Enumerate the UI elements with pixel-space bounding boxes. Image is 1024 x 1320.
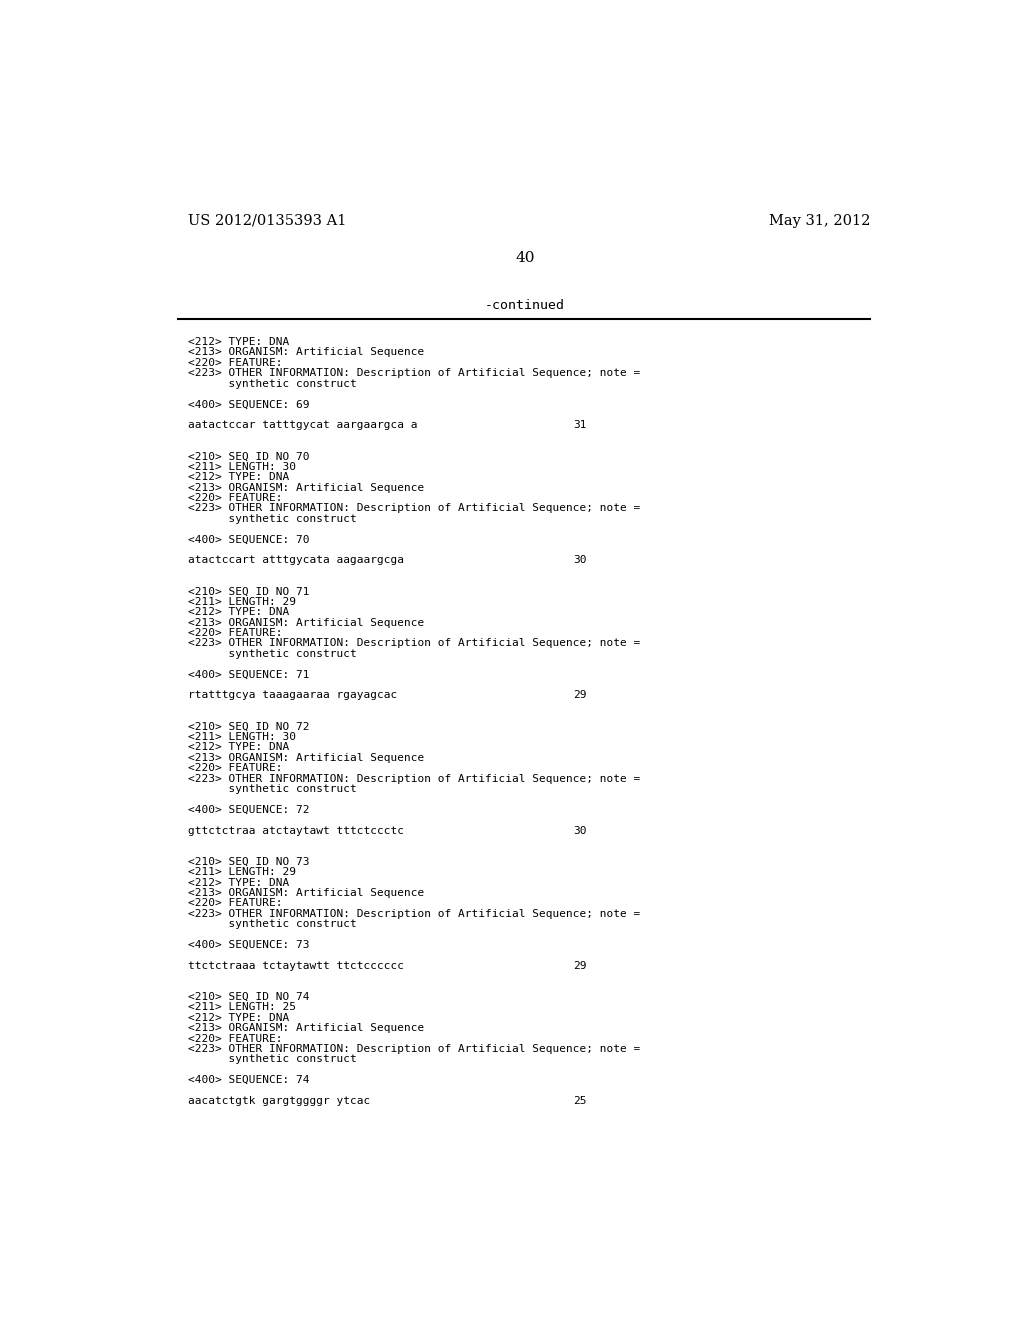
Text: rtatttgcya taaagaaraa rgayagcac: rtatttgcya taaagaaraa rgayagcac — [188, 690, 397, 701]
Text: <213> ORGANISM: Artificial Sequence: <213> ORGANISM: Artificial Sequence — [188, 483, 425, 492]
Text: May 31, 2012: May 31, 2012 — [769, 214, 870, 228]
Text: <223> OTHER INFORMATION: Description of Artificial Sequence; note =: <223> OTHER INFORMATION: Description of … — [188, 639, 641, 648]
Text: <220> FEATURE:: <220> FEATURE: — [188, 1034, 283, 1044]
Text: 30: 30 — [573, 556, 587, 565]
Text: -continued: -continued — [484, 300, 565, 313]
Text: <223> OTHER INFORMATION: Description of Artificial Sequence; note =: <223> OTHER INFORMATION: Description of … — [188, 1044, 641, 1053]
Text: <213> ORGANISM: Artificial Sequence: <213> ORGANISM: Artificial Sequence — [188, 888, 425, 898]
Text: aatactccar tatttgycat aargaargca a: aatactccar tatttgycat aargaargca a — [188, 420, 418, 430]
Text: <212> TYPE: DNA: <212> TYPE: DNA — [188, 337, 290, 347]
Text: ttctctraaa tctaytawtt ttctcccccc: ttctctraaa tctaytawtt ttctcccccc — [188, 961, 404, 970]
Text: <210> SEQ ID NO 74: <210> SEQ ID NO 74 — [188, 991, 310, 1002]
Text: <211> LENGTH: 29: <211> LENGTH: 29 — [188, 597, 297, 607]
Text: atactccart atttgycata aagaargcga: atactccart atttgycata aagaargcga — [188, 556, 404, 565]
Text: synthetic construct: synthetic construct — [188, 1055, 357, 1064]
Text: synthetic construct: synthetic construct — [188, 919, 357, 929]
Text: <400> SEQUENCE: 74: <400> SEQUENCE: 74 — [188, 1074, 310, 1085]
Text: synthetic construct: synthetic construct — [188, 513, 357, 524]
Text: <220> FEATURE:: <220> FEATURE: — [188, 899, 283, 908]
Text: 29: 29 — [573, 690, 587, 701]
Text: 30: 30 — [573, 825, 587, 836]
Text: <213> ORGANISM: Artificial Sequence: <213> ORGANISM: Artificial Sequence — [188, 347, 425, 358]
Text: <212> TYPE: DNA: <212> TYPE: DNA — [188, 1012, 290, 1023]
Text: <223> OTHER INFORMATION: Description of Artificial Sequence; note =: <223> OTHER INFORMATION: Description of … — [188, 503, 641, 513]
Text: <400> SEQUENCE: 73: <400> SEQUENCE: 73 — [188, 940, 310, 950]
Text: <400> SEQUENCE: 71: <400> SEQUENCE: 71 — [188, 669, 310, 680]
Text: <211> LENGTH: 29: <211> LENGTH: 29 — [188, 867, 297, 878]
Text: <211> LENGTH: 25: <211> LENGTH: 25 — [188, 1002, 297, 1012]
Text: synthetic construct: synthetic construct — [188, 649, 357, 659]
Text: <210> SEQ ID NO 70: <210> SEQ ID NO 70 — [188, 451, 310, 462]
Text: <211> LENGTH: 30: <211> LENGTH: 30 — [188, 462, 297, 471]
Text: US 2012/0135393 A1: US 2012/0135393 A1 — [188, 214, 347, 228]
Text: 40: 40 — [515, 251, 535, 265]
Text: <212> TYPE: DNA: <212> TYPE: DNA — [188, 473, 290, 482]
Text: <223> OTHER INFORMATION: Description of Artificial Sequence; note =: <223> OTHER INFORMATION: Description of … — [188, 908, 641, 919]
Text: <220> FEATURE:: <220> FEATURE: — [188, 492, 283, 503]
Text: 29: 29 — [573, 961, 587, 970]
Text: synthetic construct: synthetic construct — [188, 379, 357, 388]
Text: <223> OTHER INFORMATION: Description of Artificial Sequence; note =: <223> OTHER INFORMATION: Description of … — [188, 774, 641, 784]
Text: <210> SEQ ID NO 71: <210> SEQ ID NO 71 — [188, 586, 310, 597]
Text: aacatctgtk gargtggggr ytcac: aacatctgtk gargtggggr ytcac — [188, 1096, 371, 1106]
Text: <220> FEATURE:: <220> FEATURE: — [188, 763, 283, 774]
Text: <400> SEQUENCE: 72: <400> SEQUENCE: 72 — [188, 805, 310, 814]
Text: <213> ORGANISM: Artificial Sequence: <213> ORGANISM: Artificial Sequence — [188, 618, 425, 628]
Text: <212> TYPE: DNA: <212> TYPE: DNA — [188, 742, 290, 752]
Text: <211> LENGTH: 30: <211> LENGTH: 30 — [188, 733, 297, 742]
Text: 31: 31 — [573, 420, 587, 430]
Text: <400> SEQUENCE: 70: <400> SEQUENCE: 70 — [188, 535, 310, 545]
Text: 25: 25 — [573, 1096, 587, 1106]
Text: <213> ORGANISM: Artificial Sequence: <213> ORGANISM: Artificial Sequence — [188, 1023, 425, 1034]
Text: <212> TYPE: DNA: <212> TYPE: DNA — [188, 878, 290, 887]
Text: <223> OTHER INFORMATION: Description of Artificial Sequence; note =: <223> OTHER INFORMATION: Description of … — [188, 368, 641, 379]
Text: gttctctraa atctaytawt tttctccctc: gttctctraa atctaytawt tttctccctc — [188, 825, 404, 836]
Text: <220> FEATURE:: <220> FEATURE: — [188, 628, 283, 638]
Text: <210> SEQ ID NO 72: <210> SEQ ID NO 72 — [188, 722, 310, 731]
Text: <400> SEQUENCE: 69: <400> SEQUENCE: 69 — [188, 400, 310, 409]
Text: <220> FEATURE:: <220> FEATURE: — [188, 358, 283, 368]
Text: <212> TYPE: DNA: <212> TYPE: DNA — [188, 607, 290, 618]
Text: <213> ORGANISM: Artificial Sequence: <213> ORGANISM: Artificial Sequence — [188, 752, 425, 763]
Text: <210> SEQ ID NO 73: <210> SEQ ID NO 73 — [188, 857, 310, 867]
Text: synthetic construct: synthetic construct — [188, 784, 357, 795]
